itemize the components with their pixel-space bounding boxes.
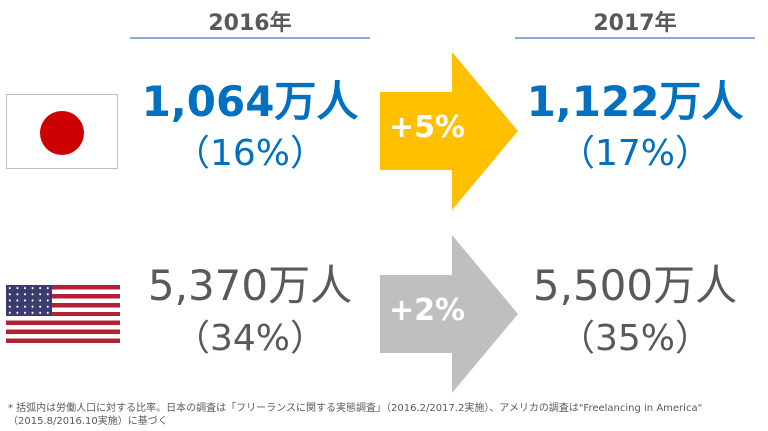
usa-2017-value: 5,500万人 — [532, 261, 738, 310]
usa-growth-label: +2% — [388, 293, 466, 328]
footnote-line-2: （2015.8/2016.10実施）に基づく — [8, 416, 168, 427]
japan-2016-share: （16%） — [173, 133, 327, 174]
usa-flag-icon — [6, 285, 120, 343]
year-2016-underline — [130, 37, 370, 39]
footnote-line-1: * 括弧内は労働人口に対する比率。日本の調査は「フリーランスに関する実態調査」（… — [8, 403, 703, 414]
japan-2017-share: （17%） — [558, 133, 712, 174]
year-2017-underline — [515, 37, 755, 39]
footnote: * 括弧内は労働人口に対する比率。日本の調査は「フリーランスに関する実態調査」（… — [8, 402, 764, 428]
japan-2016-value: 1,064万人 — [141, 77, 359, 126]
japan-2017-value: 1,122万人 — [526, 77, 744, 126]
year-2017-header: 2017年 — [593, 11, 677, 36]
usa-growth-arrow-icon — [380, 235, 518, 393]
japan-growth-arrow-icon — [380, 52, 518, 210]
usa-2016-value: 5,370万人 — [147, 261, 353, 310]
japan-growth-label: +5% — [388, 110, 466, 145]
usa-flag-canton — [6, 285, 52, 316]
usa-2016-share: （34%） — [173, 318, 327, 359]
japan-flag-icon — [6, 94, 118, 169]
japan-flag-sun — [40, 111, 84, 155]
year-2016-header: 2016年 — [208, 11, 292, 36]
usa-2017-share: （35%） — [558, 318, 712, 359]
